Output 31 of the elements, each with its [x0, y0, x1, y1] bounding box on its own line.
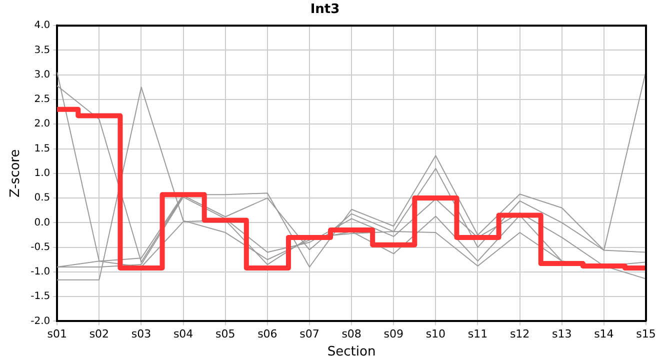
x-tick-label: s15: [636, 328, 656, 341]
y-tick-label: 2.0: [34, 118, 50, 130]
y-tick-label: -1.5: [30, 291, 50, 302]
x-tick-label: s05: [216, 328, 236, 341]
y-tick-label: 3.0: [34, 69, 50, 80]
y-tick-label: -1.0: [30, 266, 50, 278]
y-tick-label: 3.5: [34, 44, 50, 56]
x-tick-label: s12: [510, 328, 530, 341]
y-tick-label: -2.0: [30, 316, 50, 327]
y-tick-label: 0.0: [34, 217, 50, 228]
x-tick-label: s02: [89, 328, 110, 341]
y-axis-title: Z-score: [8, 149, 24, 198]
y-tick-label: 1.5: [34, 143, 50, 154]
x-tick-label: s09: [384, 328, 404, 341]
x-tick-label: s11: [468, 328, 488, 341]
x-tick-label: s13: [552, 328, 572, 341]
x-tick-label: s10: [426, 328, 446, 341]
y-tick-label: 4.0: [34, 20, 50, 32]
x-tick-label: s08: [342, 328, 362, 341]
x-tick-label: s04: [173, 328, 194, 341]
x-axis-title: Section: [327, 344, 376, 360]
x-tick-label: s07: [300, 328, 320, 341]
x-tick-label: s14: [594, 328, 614, 341]
y-tick-label: -0.5: [30, 242, 50, 253]
chart-title: Int3: [310, 2, 340, 18]
y-tick-label: 1.0: [34, 168, 50, 179]
x-tick-label: s06: [258, 328, 278, 341]
y-tick-label: 0.5: [34, 192, 50, 204]
x-tick-label: s03: [131, 328, 152, 341]
y-tick-label: 2.5: [34, 94, 50, 106]
x-tick-label: s01: [47, 328, 67, 341]
